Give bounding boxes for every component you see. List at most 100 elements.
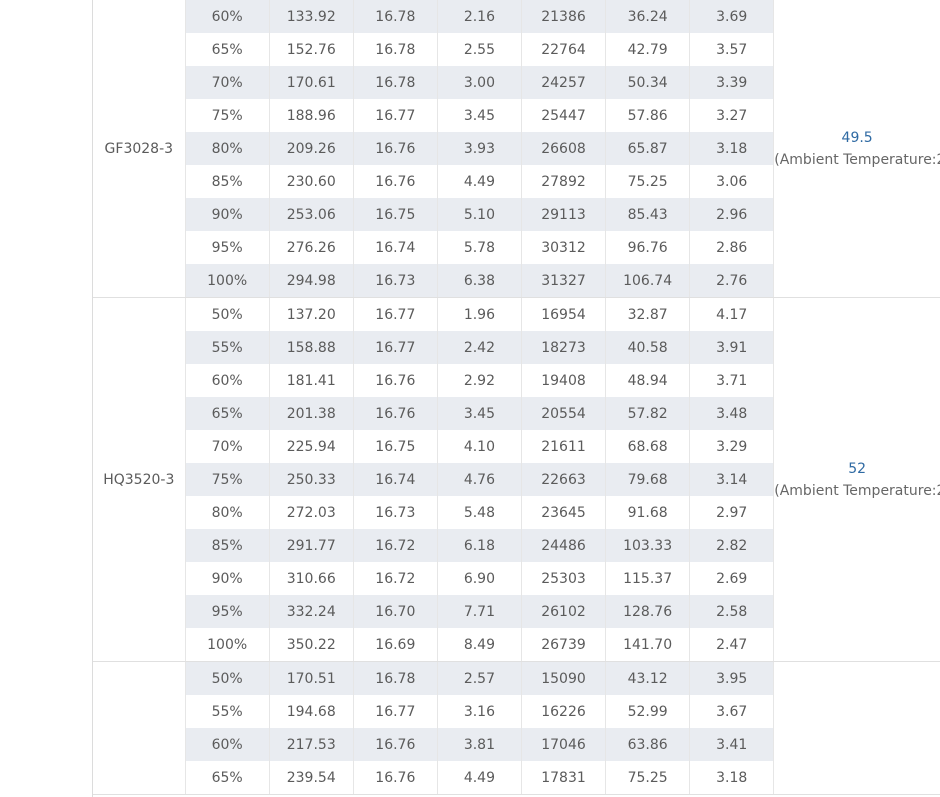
power-cell: 43.12 <box>605 661 691 695</box>
throttle-cell: 55% <box>185 331 270 364</box>
efficiency-cell: 3.29 <box>689 430 775 463</box>
model-name-cell: HQ3520-3 <box>93 297 186 662</box>
throttle-cell: 95% <box>185 231 270 264</box>
thrust-cell: 239.54 <box>269 761 354 795</box>
throttle-cell: 85% <box>185 529 270 562</box>
power-cell: 63.86 <box>605 728 691 761</box>
current-cell: 2.16 <box>437 0 522 33</box>
thrust-cell: 291.77 <box>269 529 354 562</box>
throttle-cell: 80% <box>185 496 270 529</box>
rpm-cell: 19408 <box>521 364 607 397</box>
table-row: 95% 276.26 16.74 5.78 30312 96.76 2.86 <box>93 231 940 264</box>
max-temperature-cell: 49.5 (Ambient Temperature:24℃) <box>773 0 940 298</box>
current-cell: 2.55 <box>437 33 522 66</box>
voltage-cell: 16.74 <box>353 231 438 264</box>
current-cell: 3.93 <box>437 132 522 165</box>
throttle-cell: 95% <box>185 595 270 628</box>
throttle-cell: 65% <box>185 33 270 66</box>
rpm-cell: 26608 <box>521 132 607 165</box>
efficiency-cell: 3.06 <box>689 165 775 198</box>
rpm-cell: 16954 <box>521 297 607 331</box>
power-cell: 40.58 <box>605 331 691 364</box>
voltage-cell: 16.73 <box>353 264 438 298</box>
table-row: 75% 250.33 16.74 4.76 22663 79.68 3.14 <box>93 463 940 496</box>
thrust-cell: 272.03 <box>269 496 354 529</box>
table-row: 85% 291.77 16.72 6.18 24486 103.33 2.82 <box>93 529 940 562</box>
efficiency-cell: 3.18 <box>689 132 775 165</box>
rpm-cell: 21386 <box>521 0 607 33</box>
thrust-cell: 294.98 <box>269 264 354 298</box>
table-row: 70% 225.94 16.75 4.10 21611 68.68 3.29 <box>93 430 940 463</box>
current-cell: 3.16 <box>437 695 522 728</box>
model-name-cell <box>93 661 186 795</box>
throttle-cell: 65% <box>185 397 270 430</box>
thrust-cell: 152.76 <box>269 33 354 66</box>
current-cell: 8.49 <box>437 628 522 662</box>
power-cell: 50.34 <box>605 66 691 99</box>
efficiency-cell: 3.69 <box>689 0 775 33</box>
table-row: 60% 217.53 16.76 3.81 17046 63.86 3.41 <box>93 728 940 761</box>
table-row: 55% 194.68 16.77 3.16 16226 52.99 3.67 <box>93 695 940 728</box>
throttle-cell: 70% <box>185 430 270 463</box>
table-row: GF3028-3 60% 133.92 16.78 2.16 21386 36.24 3.69… <box>93 0 940 298</box>
thrust-cell: 253.06 <box>269 198 354 231</box>
rpm-cell: 30312 <box>521 231 607 264</box>
current-cell: 4.10 <box>437 430 522 463</box>
voltage-cell: 16.69 <box>353 628 438 662</box>
voltage-cell: 16.76 <box>353 165 438 198</box>
performance-table-wrapper: GF3028-3 60% 133.92 16.78 2.16 21386 36.24 3.69… <box>93 0 940 795</box>
power-cell: 91.68 <box>605 496 691 529</box>
current-cell: 1.96 <box>437 297 522 331</box>
thrust-cell: 181.41 <box>269 364 354 397</box>
power-cell: 79.68 <box>605 463 691 496</box>
throttle-cell: 75% <box>185 463 270 496</box>
rpm-cell: 27892 <box>521 165 607 198</box>
current-cell: 6.18 <box>437 529 522 562</box>
power-cell: 32.87 <box>605 297 691 331</box>
efficiency-cell: 2.58 <box>689 595 775 628</box>
power-cell: 57.86 <box>605 99 691 132</box>
efficiency-cell: 3.39 <box>689 66 775 99</box>
rpm-cell: 23645 <box>521 496 607 529</box>
table-row: 80% 272.03 16.73 5.48 23645 91.68 2.97 <box>93 496 940 529</box>
voltage-cell: 16.76 <box>353 364 438 397</box>
throttle-cell: 50% <box>185 297 270 331</box>
voltage-cell: 16.72 <box>353 529 438 562</box>
thrust-cell: 310.66 <box>269 562 354 595</box>
max-temperature-cell <box>773 661 940 795</box>
efficiency-cell: 2.82 <box>689 529 775 562</box>
throttle-cell: 75% <box>185 99 270 132</box>
efficiency-cell: 2.97 <box>689 496 775 529</box>
voltage-cell: 16.76 <box>353 728 438 761</box>
performance-data-table: GF3028-3 60% 133.92 16.78 2.16 21386 36.24 3.69… <box>93 0 940 795</box>
current-cell: 4.49 <box>437 165 522 198</box>
rpm-cell: 22663 <box>521 463 607 496</box>
thrust-cell: 217.53 <box>269 728 354 761</box>
throttle-cell: 70% <box>185 66 270 99</box>
rpm-cell: 15090 <box>521 661 607 695</box>
current-cell: 2.42 <box>437 331 522 364</box>
rpm-cell: 26102 <box>521 595 607 628</box>
power-cell: 106.74 <box>605 264 691 298</box>
voltage-cell: 16.76 <box>353 761 438 795</box>
voltage-cell: 16.76 <box>353 397 438 430</box>
ambient-temperature-note: (Ambient Temperature:24℃) <box>774 482 940 499</box>
rpm-cell: 25447 <box>521 99 607 132</box>
efficiency-cell: 4.17 <box>689 297 775 331</box>
thrust-cell: 350.22 <box>269 628 354 662</box>
table-row: 70% 170.61 16.78 3.00 24257 50.34 3.39 <box>93 66 940 99</box>
table-row: 55% 158.88 16.77 2.42 18273 40.58 3.91 <box>93 331 940 364</box>
current-cell: 4.49 <box>437 761 522 795</box>
efficiency-cell: 2.76 <box>689 264 775 298</box>
efficiency-cell: 3.95 <box>689 661 775 695</box>
table-row: HQ3520-3 50% 137.20 16.77 1.96 16954 32.87 4.17… <box>93 297 940 662</box>
table-row: 75% 188.96 16.77 3.45 25447 57.86 3.27 <box>93 99 940 132</box>
power-cell: 75.25 <box>605 165 691 198</box>
efficiency-cell: 3.14 <box>689 463 775 496</box>
efficiency-cell: 3.71 <box>689 364 775 397</box>
voltage-cell: 16.78 <box>353 0 438 33</box>
power-cell: 115.37 <box>605 562 691 595</box>
power-cell: 68.68 <box>605 430 691 463</box>
rpm-cell: 16226 <box>521 695 607 728</box>
